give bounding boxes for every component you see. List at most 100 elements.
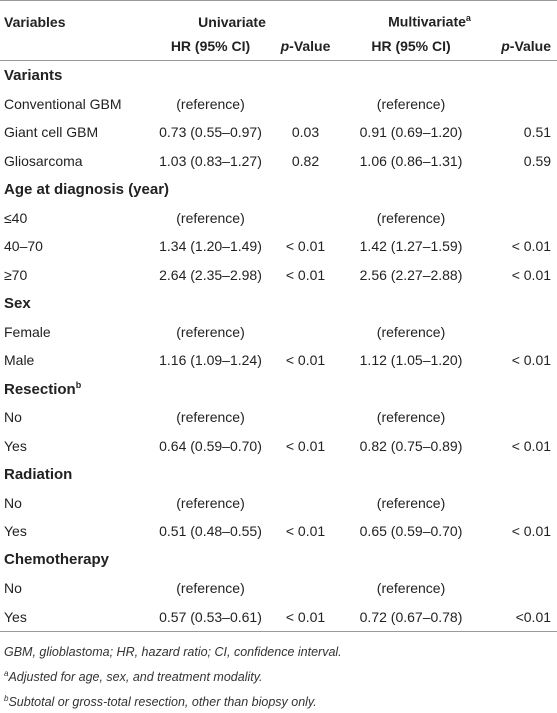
header-uni-pvalue: p-Value [269, 32, 343, 61]
header-multivariate-footnote-mark: a [465, 13, 471, 24]
multivariate-pvalue: < 0.01 [511, 266, 552, 283]
row-label: Yes [4, 523, 27, 540]
row-label: Conventional GBM [4, 95, 122, 112]
univariate-pvalue: 0.82 [291, 152, 320, 169]
multivariate-hr: 0.65 (0.59–0.70) [359, 523, 463, 540]
table-row: ≥70 2.64 (2.35–2.98) < 0.01 2.56 (2.27–2.88… [0, 261, 557, 290]
multivariate-hr: (reference) [376, 95, 446, 112]
section-label: Chemotherapy [0, 546, 557, 575]
section-label: Variants [0, 61, 557, 90]
section-label-text: Sex [4, 294, 31, 312]
univariate-pvalue: 0.03 [291, 124, 320, 141]
row-label: Female [4, 323, 51, 340]
table-row: No (reference) (reference) [0, 489, 557, 518]
multivariate-hr: (reference) [376, 409, 446, 426]
section-label-text: Variants [4, 66, 63, 84]
section-label-text: Age at diagnosis (year) [4, 180, 170, 198]
table-footnotes: GBM, glioblastoma; HR, hazard ratio; CI,… [0, 632, 557, 713]
univariate-pvalue [269, 403, 342, 432]
header-mul-p-italic: p [501, 38, 510, 54]
section-header-row: Chemotherapy [0, 546, 557, 575]
table-row: No (reference) (reference) [0, 574, 557, 603]
section-label-text: Resection [4, 380, 76, 398]
multivariate-pvalue [480, 574, 557, 603]
univariate-hr: 1.16 (1.09–1.24) [159, 352, 262, 369]
section-label: Radiation [0, 460, 557, 489]
multivariate-pvalue: < 0.01 [511, 437, 552, 454]
section-label: Age at diagnosis (year) [0, 175, 557, 204]
univariate-pvalue [269, 90, 342, 119]
table-row: Yes 0.51 (0.48–0.55) < 0.01 0.65 (0.59–0.70… [0, 517, 557, 546]
univariate-hr: (reference) [176, 95, 245, 112]
multivariate-hr: (reference) [376, 323, 446, 340]
univariate-pvalue [269, 489, 342, 518]
multivariate-pvalue [480, 403, 557, 432]
section-header-row: Radiation [0, 460, 557, 489]
univariate-hr: 1.34 (1.20–1.49) [159, 238, 262, 255]
multivariate-pvalue [480, 90, 557, 119]
table-row: Yes 0.57 (0.53–0.61) < 0.01 0.72 (0.67–0.78… [0, 602, 557, 632]
univariate-hr: 1.03 (0.83–1.27) [159, 152, 262, 169]
univariate-hr: 0.73 (0.55–0.97) [159, 124, 262, 141]
header-row-groups: Variables Univariate Multivariatea [0, 0, 557, 32]
header-empty [0, 32, 152, 61]
univariate-hr: (reference) [176, 409, 245, 426]
row-label: Yes [0, 602, 152, 632]
header-mul-p-rest: -Value [509, 38, 552, 54]
section-footnote-mark: b [75, 379, 82, 390]
footnote-a-mark: a [4, 669, 9, 678]
footnote-a-text: Adjusted for age, sex, and treatment mod… [8, 670, 263, 685]
multivariate-hr: 2.56 (2.27–2.88) [359, 266, 463, 283]
row-label: Male [4, 352, 35, 369]
univariate-pvalue: < 0.01 [285, 523, 326, 540]
section-header-row: Age at diagnosis (year) [0, 175, 557, 204]
header-multivariate-label: Multivariate [388, 14, 466, 30]
row-label: No [4, 494, 22, 511]
table-body: Variants Conventional GBM (reference) (refe… [0, 61, 557, 632]
univariate-hr: 0.51 (0.48–0.55) [159, 523, 262, 540]
multivariate-hr: (reference) [376, 580, 446, 597]
multivariate-pvalue [480, 318, 557, 347]
section-label: Sex [0, 289, 557, 318]
footnote-b-text: Subtotal or gross-total resection, other… [8, 695, 317, 710]
univariate-hr: (reference) [176, 494, 245, 511]
row-label: No [4, 409, 22, 426]
multivariate-hr: 1.42 (1.27–1.59) [359, 238, 463, 255]
multivariate-pvalue: < 0.01 [511, 352, 552, 369]
univariate-pvalue [269, 318, 342, 347]
table-row: Yes 0.64 (0.59–0.70) < 0.01 0.82 (0.75–0.89… [0, 432, 557, 461]
row-label: ≥70 [4, 266, 28, 283]
table-row: Female (reference) (reference) [0, 318, 557, 347]
section-label-text: Chemotherapy [4, 551, 110, 569]
table-row: No (reference) (reference) [0, 403, 557, 432]
univariate-hr: 0.64 (0.59–0.70) [159, 437, 262, 454]
section-header-row: Variants [0, 61, 557, 90]
row-label: Gliosarcoma [4, 152, 83, 169]
table-row: Gliosarcoma 1.03 (0.83–1.27) 0.82 1.06 (0.8… [0, 147, 557, 176]
univariate-pvalue: < 0.01 [285, 352, 326, 369]
univariate-pvalue: < 0.01 [285, 437, 326, 454]
table-row: Conventional GBM (reference) (reference) [0, 90, 557, 119]
row-label: Yes [4, 437, 27, 454]
row-label: ≤40 [4, 209, 28, 226]
section-label-text: Radiation [4, 465, 73, 483]
header-uni-p-italic: p [280, 38, 290, 54]
row-label: Giant cell GBM [4, 124, 99, 141]
multivariate-pvalue: < 0.01 [511, 238, 552, 255]
univariate-hr: 0.57 (0.53–0.61) [152, 602, 269, 632]
table-row: 40–70 1.34 (1.20–1.49) < 0.01 1.42 (1.27–1.… [0, 232, 557, 261]
univariate-hr: (reference) [176, 209, 245, 226]
univariate-pvalue [269, 574, 342, 603]
section-label: Resectionb [0, 375, 557, 404]
header-row-columns: HR (95% CI) p-Value HR (95% CI) p-Value [0, 32, 557, 61]
header-uni-hr: HR (95% CI) [152, 32, 269, 61]
univariate-pvalue [269, 204, 342, 233]
multivariate-pvalue [480, 489, 557, 518]
header-mul-hr: HR (95% CI) [342, 32, 481, 61]
header-uni-p-rest: -Value [289, 38, 331, 54]
hazard-ratio-table: Variables Univariate Multivariatea HR (9… [0, 0, 557, 632]
multivariate-pvalue [480, 204, 557, 233]
multivariate-hr: 0.82 (0.75–0.89) [359, 437, 463, 454]
row-label: 40–70 [4, 238, 43, 255]
section-header-row: Resectionb [0, 375, 557, 404]
